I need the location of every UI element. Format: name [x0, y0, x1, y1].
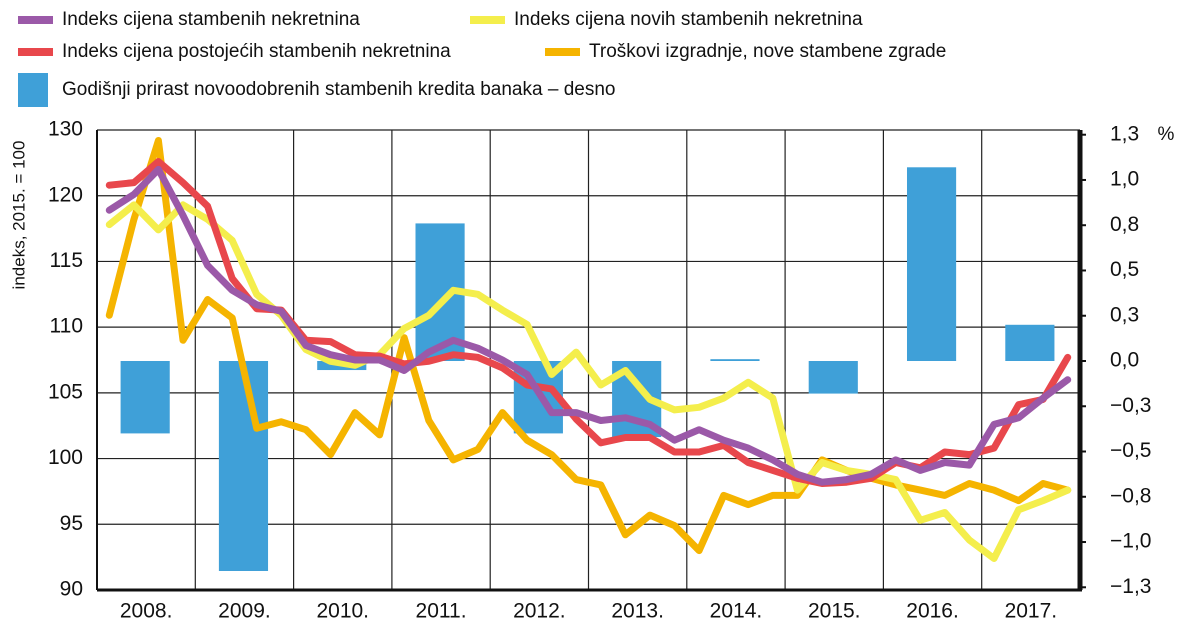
legend-label: Troškovi izgradnje, nove stambene zgrade: [589, 41, 946, 62]
y2-tick-label: 0,5: [1110, 258, 1139, 281]
y-axis-label: indeks, 2015. = 100: [9, 141, 28, 290]
legend-label: Indeks cijena stambenih nekretnina: [62, 9, 360, 30]
legend-label: Indeks cijena postojećih stambenih nekre…: [62, 41, 451, 62]
x-tick-label: 2016.: [906, 600, 959, 623]
y2-tick-label: −1,0: [1110, 530, 1151, 553]
line: [105, 137, 1072, 555]
x-tick-label: 2014.: [710, 600, 763, 623]
x-tick-label: 2015.: [808, 600, 861, 623]
x-tick-label: 2010.: [316, 600, 369, 623]
bar: [906, 167, 957, 361]
y2-tick-label: −1,3: [1110, 575, 1151, 598]
y-tick-label: 115: [50, 249, 83, 272]
x-tick-label: 2008.: [120, 600, 173, 623]
bar: [218, 360, 269, 571]
y2-tick-label: 0,3: [1110, 303, 1139, 326]
x-tick-label: 2017.: [1005, 600, 1058, 623]
x-tick-label: 2009.: [218, 600, 271, 623]
y-tick-label: 100: [48, 446, 83, 469]
y2-tick-label: 0,0: [1110, 349, 1139, 372]
x-tick-label: 2013.: [611, 600, 664, 623]
bar: [808, 360, 858, 394]
y-tick-label: 95: [60, 512, 83, 535]
line: [105, 165, 1072, 486]
bar: [120, 360, 170, 434]
bar: [1005, 324, 1055, 361]
bar: [710, 359, 760, 361]
y-tick-label: 90: [60, 578, 83, 601]
y-tick-label: 110: [50, 315, 83, 338]
x-tick-label: 2012.: [513, 600, 566, 623]
y-tick-label: 130: [48, 118, 83, 141]
y2-tick-label: 0,8: [1110, 213, 1139, 236]
legend-label: Godišnji prirast novoodobrenih stambenih…: [62, 79, 615, 100]
y2-tick-label: 1,0: [1110, 168, 1139, 191]
legend-swatch: [18, 73, 48, 107]
y2-tick-label: −0,3: [1110, 394, 1151, 417]
y-tick-label: 120: [48, 183, 83, 206]
legend-label: Indeks cijena novih stambenih nekretnina: [514, 9, 863, 30]
y2-axis-label: %: [1158, 124, 1175, 145]
y2-tick-label: 1,3: [1110, 122, 1139, 145]
y2-tick-label: −0,8: [1110, 484, 1151, 507]
x-tick-label: 2011.: [416, 600, 467, 623]
y2-tick-label: −0,5: [1110, 439, 1151, 462]
y-tick-label: 105: [48, 380, 83, 403]
